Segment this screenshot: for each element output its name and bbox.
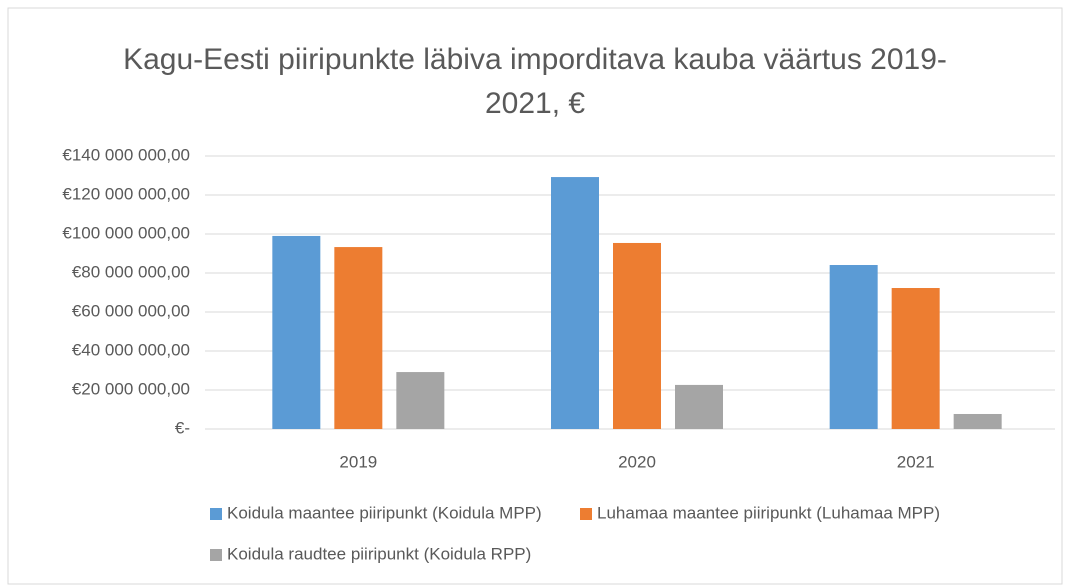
y-tick-label: €80 000 000,00 <box>72 262 190 281</box>
bar <box>334 247 383 429</box>
y-tick-label: €40 000 000,00 <box>72 340 190 359</box>
y-tick-label: €100 000 000,00 <box>62 223 190 242</box>
legend-swatch <box>210 508 222 520</box>
bar <box>891 288 940 429</box>
y-tick-label: €- <box>175 418 190 437</box>
legend-label: Koidula maantee piiripunkt (Koidula MPP) <box>227 503 542 522</box>
y-tick-label: €140 000 000,00 <box>62 145 190 164</box>
chart-border <box>7 7 1063 585</box>
bar <box>551 177 599 429</box>
chart-title: Kagu-Eesti piiripunkte läbiva imporditav… <box>123 43 947 120</box>
legend-swatch <box>580 508 592 520</box>
bar <box>272 235 321 429</box>
y-tick-label: €60 000 000,00 <box>72 301 190 320</box>
y-tick-label: €120 000 000,00 <box>62 184 190 203</box>
x-tick-label: 2021 <box>897 452 935 471</box>
bar <box>613 242 661 429</box>
bar <box>953 413 1002 429</box>
x-tick-label: 2020 <box>618 452 656 471</box>
x-tick-label: 2019 <box>339 452 377 471</box>
bar <box>675 384 723 429</box>
legend-label: Luhamaa maantee piiripunkt (Luhamaa MPP) <box>597 503 940 522</box>
bar <box>829 265 878 429</box>
legend-label: Koidula raudtee piiripunkt (Koidula RPP) <box>227 544 531 563</box>
y-tick-label: €20 000 000,00 <box>72 379 190 398</box>
bar <box>396 372 445 429</box>
legend-swatch <box>210 549 222 561</box>
